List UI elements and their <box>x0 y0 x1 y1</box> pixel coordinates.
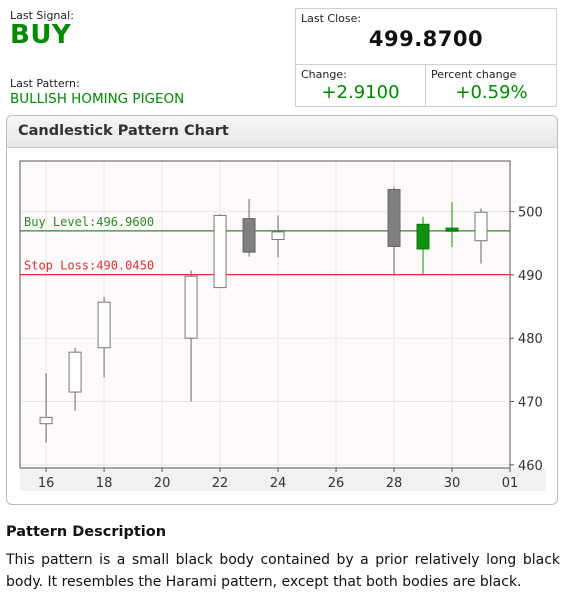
candlestick-chart: 460 470 480 490 500 16 18 20 22 24 26 28 30 01 Buy Lev… <box>19 160 546 491</box>
x-tick-label: 28 <box>386 476 403 491</box>
percent-change-label: Percent change <box>431 68 517 81</box>
percent-change-value: +0.59% <box>455 82 528 103</box>
x-tick-label: 24 <box>270 476 287 491</box>
y-tick-label: 480 <box>518 332 543 347</box>
candle-body <box>271 231 285 240</box>
plot-area <box>20 161 510 468</box>
level-label: Stop Loss:490.0450 <box>24 259 154 273</box>
candle-body <box>97 301 111 349</box>
last-close-value: 499.8700 <box>368 27 484 51</box>
last-pattern-label: Last Pattern: <box>10 77 80 90</box>
candle-body <box>68 351 82 393</box>
panel-header: Candlestick Pattern Chart <box>7 116 557 148</box>
last-signal-value: BUY <box>10 20 72 50</box>
candle-body <box>387 188 401 247</box>
plot-frame <box>19 160 511 469</box>
x-tick-label: 30 <box>444 476 461 491</box>
x-tick-label: 20 <box>154 476 171 491</box>
y-tick-label: 500 <box>518 206 543 221</box>
pattern-description-text: This pattern is a small black body conta… <box>6 552 560 590</box>
x-axis-band <box>20 468 546 491</box>
last-close-cell: Last Close: 499.8700 <box>296 9 556 65</box>
price-stats-box: Last Close: 499.8700 Change: +2.9100 Per… <box>295 8 557 107</box>
y-tick-label: 470 <box>518 396 543 411</box>
level-label: Buy Level:496.9600 <box>24 215 154 229</box>
y-axis-band <box>510 161 546 468</box>
candle-body <box>474 211 488 242</box>
candle-body <box>445 227 459 232</box>
candle-body <box>39 416 53 425</box>
last-signal-label: Last Signal: <box>10 9 74 22</box>
x-tick-label: 26 <box>328 476 345 491</box>
change-label: Change: <box>301 68 347 81</box>
candle-body <box>213 214 227 289</box>
last-close-label: Last Close: <box>301 12 362 25</box>
y-tick-label: 490 <box>518 269 543 284</box>
panel-title: Candlestick Pattern Chart <box>18 123 229 139</box>
percent-change-cell: Percent change +0.59% <box>426 65 557 107</box>
pattern-description-title: Pattern Description <box>6 524 167 540</box>
candle-body <box>184 275 198 339</box>
change-value: +2.9100 <box>321 82 400 103</box>
y-tick-label: 460 <box>518 459 543 474</box>
candlestick-chart-panel: 460 470 480 490 500 16 18 20 22 24 26 28 30 01 Buy Lev… <box>6 115 558 505</box>
last-pattern-value: BULLISH HOMING PIGEON <box>10 91 185 107</box>
x-tick-label: 22 <box>212 476 229 491</box>
candle-body <box>416 223 430 250</box>
x-tick-label: 01 <box>502 476 519 491</box>
change-cell: Change: +2.9100 <box>296 65 426 107</box>
x-tick-label: 18 <box>96 476 113 491</box>
candle-body <box>242 218 256 253</box>
x-tick-label: 16 <box>38 476 55 491</box>
